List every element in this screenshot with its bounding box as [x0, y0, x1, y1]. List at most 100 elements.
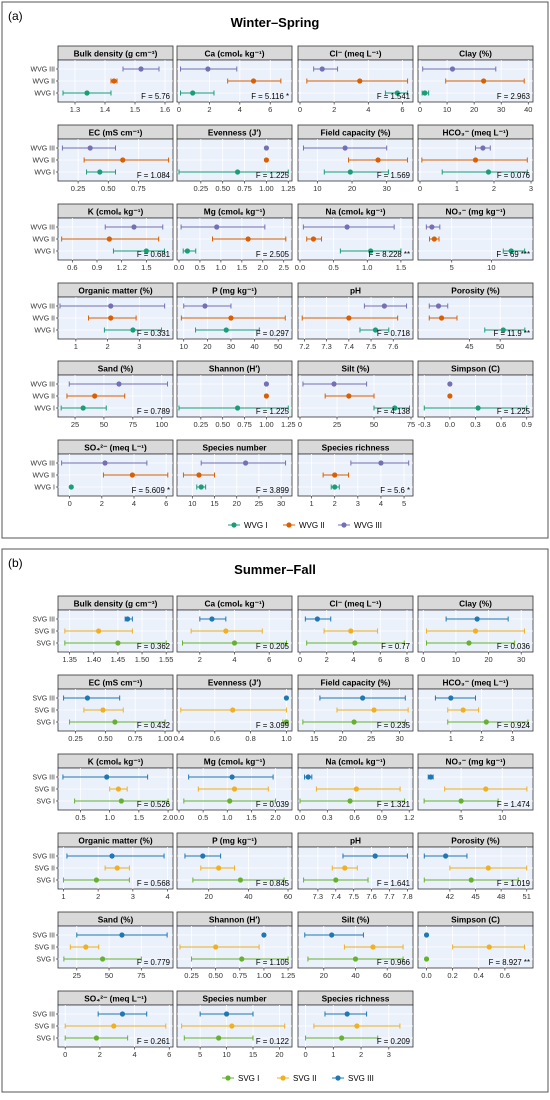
mean-point — [68, 484, 74, 490]
y-tick-label: SVG I — [36, 641, 55, 648]
y-tick-label: SVG II — [34, 945, 55, 952]
mean-point — [263, 381, 270, 387]
x-tick-label: 1.45 — [111, 655, 126, 664]
mean-point — [143, 248, 149, 254]
f-statistic: F = 8.228 ** — [369, 250, 410, 259]
facet-title: K (cmolₑ kg⁻¹) — [88, 757, 144, 767]
mean-point — [209, 616, 215, 622]
mean-point — [447, 381, 453, 387]
mean-point — [332, 484, 338, 490]
mean-point — [228, 315, 234, 321]
facet-title: Sand (%) — [98, 915, 134, 925]
mean-point — [190, 90, 196, 96]
y-tick-label: WVG III — [31, 382, 56, 389]
facet-title: Cl⁻ (meq L⁻¹) — [329, 599, 381, 609]
mean-point — [480, 145, 486, 151]
f-statistic: F = 0.235 — [377, 721, 411, 730]
y-tick-label: SVG III — [32, 1012, 55, 1019]
facet-ph: pH 7.2 7.3 7.4 7.5 7.6 F = 0.718 — [297, 282, 414, 351]
mean-point — [310, 236, 317, 242]
mean-point — [472, 628, 479, 634]
mean-point — [342, 865, 348, 871]
y-tick-label: WVG II — [32, 79, 55, 86]
facet-title: Silt (%) — [341, 915, 369, 925]
x-tick-label: 15 — [210, 499, 218, 508]
facet-silt: Silt (%) 20 40 60 F = 0.966 — [297, 911, 414, 980]
mean-point — [237, 877, 244, 883]
mean-point — [263, 145, 270, 151]
f-statistic: F = 5.76 — [141, 92, 170, 101]
mean-point — [331, 381, 337, 387]
y-tick-label: WVG I — [34, 91, 55, 98]
facet-title: Species richness — [322, 443, 390, 453]
x-tick-label: 1.5 — [237, 263, 247, 272]
f-statistic: F = 0.205 — [256, 642, 290, 651]
x-tick-label: 0 — [418, 184, 422, 193]
x-tick-label: 6 — [268, 105, 272, 114]
facet-title: Bulk density (g cm⁻³) — [74, 49, 158, 59]
f-statistic: F = 1.321 — [377, 800, 410, 809]
x-tick-label: 25 — [71, 420, 79, 429]
f-statistic: F = 0.681 — [137, 250, 170, 259]
mean-point — [435, 303, 442, 309]
y-tick-label: WVG I — [34, 328, 55, 335]
x-tick-label: 0.9 — [92, 263, 102, 272]
mean-point — [223, 628, 229, 634]
facet-title: Clay (%) — [459, 49, 492, 59]
mean-point — [423, 956, 430, 962]
x-tick-label: 5 — [450, 263, 454, 272]
x-tick-label: 1.4 — [100, 105, 110, 114]
f-statistic: F = 1.225 — [256, 171, 290, 180]
x-tick-label: 2 — [198, 655, 202, 664]
x-tick-label: 20 — [348, 184, 356, 193]
mean-point — [118, 798, 124, 804]
legend-key-point — [335, 1075, 341, 1081]
mean-point — [116, 381, 122, 387]
x-tick-label: 0.0 — [295, 813, 305, 822]
facet-no: NO₃⁻ (mg kg⁻¹) 5 10 F = 1.474 — [417, 753, 534, 822]
mean-point — [223, 327, 229, 333]
mean-point — [245, 236, 251, 242]
mean-point — [229, 774, 235, 780]
x-tick-label: 25 — [367, 734, 375, 743]
x-tick-label: 1.00 — [259, 420, 274, 429]
x-tick-label: 1.5 — [134, 813, 144, 822]
x-tick-label: 75 — [407, 420, 415, 429]
x-tick-label: 5 — [198, 1050, 202, 1059]
y-tick-label: WVG III — [31, 67, 56, 74]
y-tick-label: WVG II — [32, 473, 55, 480]
x-tick-label: 7.7 — [384, 892, 394, 901]
f-statistic: F = 0.845 — [256, 879, 290, 888]
y-tick-label: SVG III — [32, 775, 55, 782]
x-tick-label: 75 — [137, 971, 145, 980]
x-tick-label: 10 — [222, 1050, 230, 1059]
x-tick-label: 0.0 — [174, 813, 184, 822]
x-tick-label: 4 — [379, 499, 383, 508]
mean-point — [392, 405, 398, 411]
f-statistic: F = 0.432 — [137, 721, 170, 730]
x-tick-label: 0.4 — [474, 971, 484, 980]
x-tick-label: 2 — [333, 499, 337, 508]
x-tick-label: 75 — [129, 420, 137, 429]
f-statistic: F = 0.362 — [137, 642, 170, 651]
mean-point — [508, 248, 514, 254]
x-tick-label: 0 — [418, 105, 422, 114]
x-tick-label: 6 — [164, 499, 168, 508]
mean-point — [372, 327, 379, 333]
x-tick-label: 2 — [332, 105, 336, 114]
x-tick-label: 7.8 — [402, 892, 412, 901]
x-tick-label: 8 — [405, 655, 409, 664]
mean-point — [283, 719, 290, 725]
mean-point — [319, 66, 325, 72]
x-tick-label: 50 — [100, 420, 108, 429]
mean-point — [422, 90, 428, 96]
x-tick-label: 10 — [487, 263, 495, 272]
legend-key-point — [231, 522, 237, 528]
mean-point — [213, 944, 219, 950]
x-tick-label: 0 — [298, 105, 302, 114]
f-statistic: F = 3.099 — [256, 721, 289, 730]
x-tick-label: 20 — [275, 1050, 283, 1059]
section-summer-fall: (b) Summer–Fall Bulk density (g cm⁻³) 1.35 1… — [1, 548, 549, 1093]
legend-label: WVG III — [354, 521, 382, 530]
x-tick-label: 0.25 — [184, 971, 199, 980]
